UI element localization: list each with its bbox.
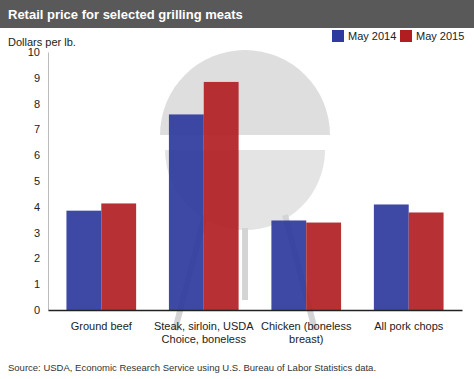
y-tick: 0 xyxy=(34,304,48,316)
y-tick-label: 8 xyxy=(34,98,40,110)
x-axis: Ground beef Steak, sirloin, USDAChoice, b… xyxy=(49,310,463,345)
y-tick-label: 6 xyxy=(34,149,40,161)
y-tick: 8 xyxy=(34,98,48,110)
legend-swatch xyxy=(332,30,344,42)
y-tick-label: 5 xyxy=(34,175,40,187)
title-bar xyxy=(0,0,474,28)
legend-label: May 2015 xyxy=(416,30,464,42)
title: Retail price for selected grilling meats xyxy=(8,7,243,22)
bars xyxy=(66,82,443,310)
y-tick-label: 1 xyxy=(34,278,40,290)
legend: May 2014 May 2015 xyxy=(332,30,464,42)
legend-swatch xyxy=(400,30,412,42)
grill-leg xyxy=(242,228,248,300)
y-tick-label: 0 xyxy=(34,304,40,316)
x-tick-label: Ground beef xyxy=(71,320,133,332)
bar xyxy=(204,82,239,310)
y-tick-label: 2 xyxy=(34,252,40,264)
x-tick-label: All pork chops xyxy=(374,320,444,332)
bar xyxy=(101,203,136,310)
y-tick: 2 xyxy=(34,252,48,264)
bar xyxy=(66,211,101,310)
bar xyxy=(306,223,341,310)
x-tick: Steak, sirloin, USDAChoice, boneless xyxy=(154,310,254,345)
y-tick: 7 xyxy=(34,123,48,135)
y-tick: 4 xyxy=(34,201,48,213)
y-axis-title: Dollars per lb. xyxy=(8,36,76,48)
bar xyxy=(374,204,409,310)
x-tick-label: Steak, sirloin, USDAChoice, boneless xyxy=(154,320,254,345)
x-axis-line xyxy=(49,310,463,312)
y-axis: 0 1 2 3 4 5 6 7 8 9 10 xyxy=(28,46,49,316)
y-tick-label: 7 xyxy=(34,123,40,135)
y-tick-label: 10 xyxy=(28,46,40,58)
y-tick-label: 4 xyxy=(34,201,40,213)
bar xyxy=(271,220,306,310)
x-tick-label: Chicken (bonelessbreast) xyxy=(261,320,352,345)
legend-label: May 2014 xyxy=(348,30,396,42)
y-tick-label: 3 xyxy=(34,227,40,239)
x-tick: All pork chops xyxy=(374,310,444,332)
x-tick: Chicken (bonelessbreast) xyxy=(261,310,352,345)
grill-illustration xyxy=(160,50,330,330)
y-tick: 1 xyxy=(34,278,48,290)
y-tick: 6 xyxy=(34,149,48,161)
bar xyxy=(169,114,204,310)
bar xyxy=(409,212,444,310)
y-tick: 9 xyxy=(34,72,48,84)
y-tick: 3 xyxy=(34,227,48,239)
y-axis-line xyxy=(48,53,49,311)
source: Source: USDA, Economic Research Service … xyxy=(8,362,376,373)
x-tick: Ground beef xyxy=(71,310,133,332)
chart: Retail price for selected grilling meats… xyxy=(0,0,474,379)
y-tick-label: 9 xyxy=(34,72,40,84)
y-tick: 5 xyxy=(34,175,48,187)
y-tick: 10 xyxy=(28,46,48,58)
